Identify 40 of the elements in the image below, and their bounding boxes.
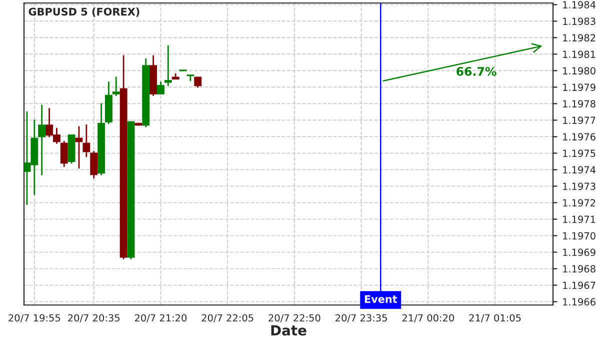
candlestick [82, 124, 90, 158]
candlestick [60, 140, 68, 168]
y-tick-label: 1.1981 [563, 50, 596, 58]
candlestick [112, 76, 120, 96]
y-tick-label: 1.1979 [563, 84, 596, 91]
x-tick-label: 20/7 23:35 [336, 314, 387, 322]
candlestick [156, 82, 164, 94]
y-tick-label: 1.1978 [563, 100, 596, 108]
y-tick-label: 1.1980 [563, 67, 596, 74]
x-tick-label: 20/7 20:35 [68, 314, 120, 322]
y-tick-label: 1.1968 [563, 265, 596, 273]
y-tick-label: 1.1977 [563, 116, 596, 124]
x-tick-label: 21/7 00:20 [402, 314, 454, 322]
chart-title: GBPUSD 5 (FOREX) [28, 8, 140, 17]
candlestick [38, 104, 46, 176]
y-tick-label: 1.1966 [563, 298, 596, 306]
y-tick-label: 1.1973 [563, 182, 596, 190]
x-tick-label: 20/7 22:05 [202, 314, 254, 322]
candlestick [164, 45, 172, 86]
ref-line-label: Event [364, 295, 398, 303]
x-axis-title: Date [271, 325, 306, 336]
y-tick-label: 1.1974 [563, 166, 596, 174]
y-tick-label: 1.1967 [563, 282, 596, 290]
y-tick-label: 1.1984 [563, 1, 596, 8]
x-tick-label: 20/7 22:50 [268, 314, 320, 322]
candlestick [194, 76, 202, 88]
x-tick-label: 21/7 01:05 [469, 314, 521, 322]
y-tick-label: 1.1976 [563, 133, 596, 141]
y-tick-label: 1.1970 [563, 232, 596, 240]
annotation: 66.7% [456, 66, 496, 76]
candlestick [90, 150, 98, 179]
y-tick-label: 1.1969 [563, 248, 596, 256]
y-tick-label: 1.1971 [563, 216, 596, 224]
y-tick-label: 1.1975 [563, 150, 596, 158]
candlestick [186, 74, 194, 82]
y-tick-label: 1.1972 [563, 199, 596, 207]
y-tick-label: 1.1982 [563, 34, 596, 42]
y-tick-label: 1.1983 [563, 18, 596, 25]
x-tick-label: 20/7 21:20 [134, 314, 187, 322]
x-tick-label: 20/7 19:55 [8, 314, 60, 322]
